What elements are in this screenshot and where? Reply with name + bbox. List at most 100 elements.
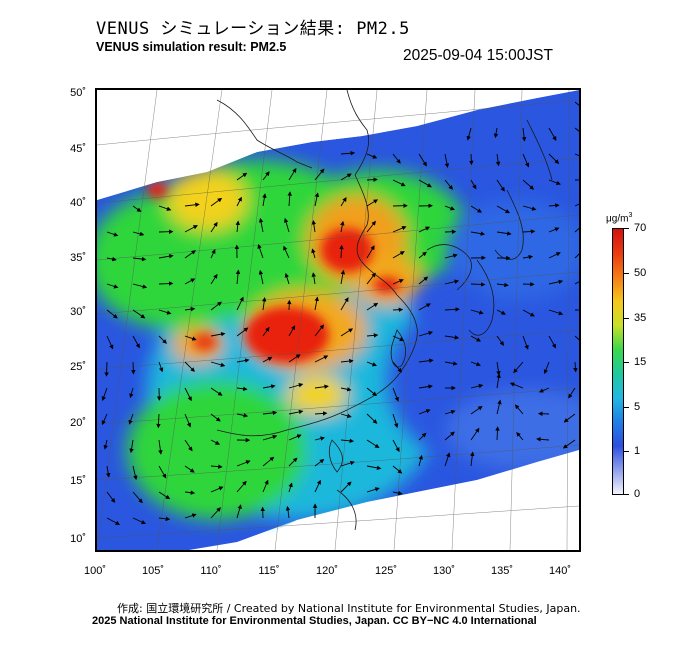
wind-arrow [262,479,269,493]
wind-arrow [493,127,499,139]
wind-arrow [258,269,264,285]
wind-arrow [262,193,267,207]
wind-arrow [258,217,264,233]
wind-arrow [314,168,325,181]
wind-arrow [288,434,302,441]
wind-arrow [158,439,163,455]
wind-arrow [262,326,270,337]
wind-arrow [366,177,378,182]
wind-arrow [158,309,172,315]
wind-arrow [262,356,273,363]
wind-arrow [262,384,276,389]
wind-arrow [236,358,250,363]
wind-arrow [392,226,407,233]
wind-arrow [366,439,380,449]
wind-arrow [444,205,455,211]
wind-arrow [521,127,527,142]
wind-arrow [496,205,510,214]
wind-arrow [236,413,249,418]
wind-arrow [288,482,293,493]
wind-arrow [101,413,108,426]
wind-arrow [103,439,108,450]
wind-arrow [314,324,325,337]
copyright-line: 2025 National Institute for Environmenta… [92,615,537,627]
wind-arrow [496,399,502,415]
wind-arrow [106,335,114,350]
lat-tick-35: 35˚ [70,252,86,264]
wind-arrow [288,383,304,389]
wind-arrow [236,296,244,311]
lat-tick-50: 50˚ [70,87,86,99]
wind-arrow [366,465,382,471]
wind-arrow [509,382,524,389]
wind-arrow [470,427,480,441]
wind-arrow [392,279,404,285]
wind-arrow [106,517,120,525]
wind-arrow [340,460,355,467]
wind-arrow [236,480,247,493]
wind-arrow [132,517,147,525]
wind-arrow [548,203,560,208]
wind-arrow [366,387,377,397]
wind-arrow [311,220,317,233]
title-english: VENUS simulation result: PM2.5 [96,40,287,54]
wind-arrow [573,361,578,373]
wind-arrow [184,413,191,428]
wind-vectors [101,101,579,525]
wind-arrow [236,327,249,337]
wind-arrow [105,465,111,478]
wind-arrow [574,101,579,106]
wind-arrow [574,281,579,285]
high-concentration-cores [147,182,401,363]
wind-arrow [158,281,174,286]
wind-arrow [158,205,172,211]
wind-arrow [548,127,557,141]
wind-arrow [496,231,512,236]
colorbar-tick [624,407,629,408]
wind-arrow [262,434,278,441]
wind-arrow [128,413,134,425]
wind-arrow [392,153,401,164]
wind-arrow [158,361,164,373]
wind-arrow [496,179,505,192]
wind-arrow [470,179,477,190]
wind-arrow [543,361,550,375]
wind-arrow [288,325,296,337]
colorbar-label-0: 0 [634,488,641,500]
wind-arrow [288,354,301,363]
wind-arrow [210,486,224,493]
wind-arrow [496,361,501,376]
wind-arrow [340,150,356,156]
wind-arrow [366,302,379,311]
colorbar-tick [624,362,629,363]
wind-arrow [156,413,161,429]
pm25-map [95,88,581,552]
wind-arrow [184,361,195,372]
colorbar-unit: μg/m3 [606,212,633,225]
wind-arrow [496,373,501,389]
wind-arrow [392,307,404,312]
wind-arrow [562,439,576,449]
wind-arrow [288,457,298,467]
wind-arrow [470,451,475,467]
wind-arrow [522,229,536,234]
colorbar-label-70: 70 [634,222,647,234]
wind-arrow [574,127,579,132]
wind-arrow [418,226,431,233]
wind-arrow [314,411,328,416]
wind-arrow [184,278,196,285]
wind-arrow [574,227,579,233]
lon-tick-110: 110˚ [200,565,222,577]
wind-arrow [444,153,450,168]
wind-arrow [210,387,223,396]
concentration-fields [97,160,467,520]
wind-arrow [210,413,221,422]
wind-arrow [262,456,275,467]
wind-arrow [210,507,221,519]
wind-arrow [339,244,344,259]
wind-arrow [236,460,251,467]
wind-arrow [314,296,319,311]
wind-arrow [210,464,223,469]
wind-arrow [314,458,325,467]
wind-arrow [444,279,460,285]
